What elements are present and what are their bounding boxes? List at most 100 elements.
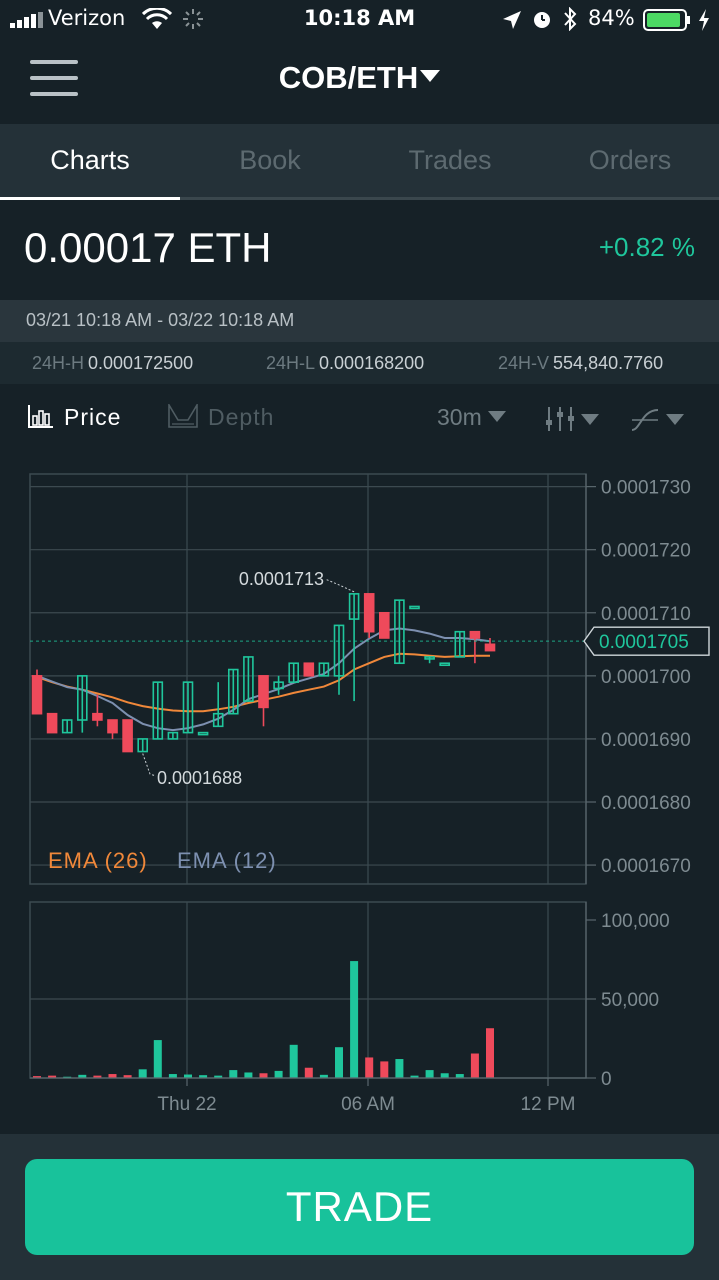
candle-body [484, 643, 496, 652]
candle [92, 694, 103, 727]
volume-bar [395, 1059, 404, 1078]
price-tick-label: 0.0001710 [601, 604, 691, 625]
candle-body [348, 593, 360, 620]
candle [243, 656, 254, 702]
candle [228, 668, 239, 715]
chart-annotations: 0.0001705 0.0001713 0.0001688 EMA (26) EMA (… [30, 569, 710, 873]
volume-bar [304, 1067, 313, 1078]
price-chart[interactable]: 0.00017300.00017200.00017100.00017000.00… [0, 454, 719, 1134]
price-tick-label: 0.0001670 [601, 856, 691, 877]
candle [46, 712, 58, 734]
volume-bar [244, 1072, 253, 1078]
stat-volume: 24H-V 554,840.7760 [498, 353, 664, 373]
depth-chart-toggle[interactable]: Depth [168, 402, 274, 431]
price-tick-label: 0.0001680 [601, 793, 691, 814]
candle [152, 681, 164, 740]
candle-body [409, 605, 420, 610]
bar-chart-icon [28, 405, 53, 428]
price-tick-label: 0.0001730 [601, 478, 691, 499]
wifi-icon [142, 8, 172, 29]
time-tick-label: 06 AM [341, 1094, 395, 1115]
dropdown-arrow-icon [666, 414, 684, 425]
candle-body [197, 731, 209, 736]
last-price: 0.00017 ETH [24, 224, 272, 271]
pair-label: COB/ETH [278, 60, 419, 95]
signal-icon [10, 12, 43, 28]
volume-tick-label: 50,000 [601, 990, 659, 1011]
stat-low: 24H-L 0.000168200 [266, 353, 425, 373]
candle-body [303, 662, 315, 677]
candle [409, 605, 420, 610]
candle [303, 662, 315, 677]
price-chart-toggle[interactable]: Price [28, 404, 121, 431]
pair-selector[interactable]: COB/ETH [0, 60, 719, 96]
candle-body [31, 675, 43, 715]
candle-body [92, 712, 103, 721]
dropdown-arrow-icon [487, 411, 506, 422]
volume-bar [168, 1074, 177, 1078]
interval-dropdown[interactable]: 30m [437, 404, 506, 431]
battery-percent: 84% [588, 6, 635, 30]
volume-bar [380, 1061, 389, 1078]
volume-bar [335, 1047, 343, 1078]
high-price-label: 0.0001713 [239, 569, 324, 589]
alarm-icon [534, 12, 550, 28]
candle [469, 630, 481, 664]
volume-bar [153, 1040, 162, 1078]
nav-bar: COB/ETH [0, 40, 719, 124]
hamburger-menu-icon[interactable] [30, 60, 78, 100]
tab-charts[interactable]: Charts [50, 145, 130, 175]
candle [182, 681, 194, 734]
candle-body [107, 719, 118, 734]
location-icon [503, 11, 521, 29]
tab-trades[interactable]: Trades [408, 145, 492, 175]
tab-orders[interactable]: Orders [588, 145, 672, 175]
chart-grid [29, 473, 587, 1079]
time-tick-label: 12 PM [521, 1094, 576, 1115]
candle-body [137, 738, 148, 753]
indicator-settings-dropdown[interactable] [545, 406, 599, 434]
status-bar: Verizon 10:18 AM 84% [0, 0, 719, 40]
activity-spinner-icon [183, 9, 203, 29]
candle-body [182, 681, 194, 734]
tab-book[interactable]: Book [239, 145, 301, 175]
price-tick-label: 0.0001720 [601, 541, 691, 562]
chart-axes: 0.0001730 0.0001720 0.0001710 0.0001700 0.00… [30, 474, 691, 1115]
candle [439, 662, 451, 667]
volume-bar [274, 1070, 283, 1078]
candle [333, 624, 345, 695]
charging-icon [699, 9, 709, 31]
candle [378, 611, 390, 639]
stat-high: 24H-H 0.000172500 [32, 353, 194, 373]
volume-bar [410, 1075, 419, 1078]
tab-indicator [0, 197, 719, 200]
volume-bar [48, 1075, 57, 1078]
candle [258, 675, 269, 727]
volume-bar [229, 1070, 238, 1078]
candle-body [469, 630, 481, 639]
candle [167, 731, 179, 740]
volume-bar [214, 1075, 223, 1078]
candle-body [288, 662, 300, 683]
ema12-legend: EMA (12) [177, 848, 277, 873]
candle [107, 719, 118, 739]
caret-down-icon [420, 70, 441, 82]
stats-row: 24H-H 0.000172500 24H-L 0.000168200 24H-V 5… [0, 342, 719, 384]
trade-button[interactable]: TRADE [25, 1159, 694, 1255]
price-tick-label: 0.0001690 [601, 730, 691, 751]
volume-bar [93, 1075, 102, 1078]
volume-bar [259, 1073, 268, 1078]
candle-body [394, 599, 405, 665]
time-tick-label: Thu 22 [157, 1094, 216, 1115]
volume-bar [350, 961, 359, 1078]
high-leader-line [324, 578, 355, 593]
candle-body [212, 712, 224, 728]
volume-bar [199, 1075, 208, 1078]
chart-style-dropdown[interactable] [630, 406, 684, 434]
candle [137, 738, 148, 753]
candle [454, 630, 466, 658]
candle [197, 731, 209, 736]
candle-body [439, 662, 451, 667]
volume-bars [33, 961, 494, 1079]
candle-body [318, 662, 330, 677]
